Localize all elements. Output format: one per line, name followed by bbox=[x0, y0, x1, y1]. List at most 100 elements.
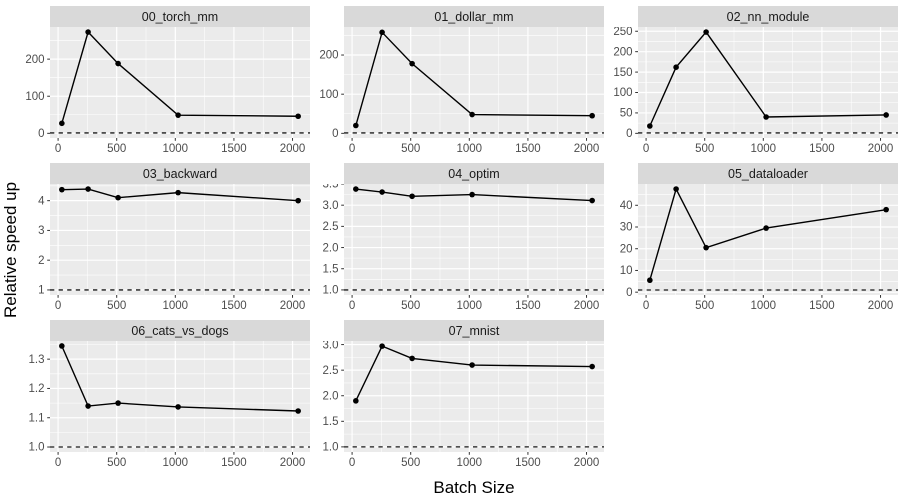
svg-text:3.0: 3.0 bbox=[323, 341, 339, 351]
major-gridlines bbox=[638, 184, 898, 295]
svg-text:1.3: 1.3 bbox=[29, 354, 45, 366]
minor-gridlines bbox=[344, 184, 604, 295]
panel-background bbox=[50, 341, 310, 452]
data-points bbox=[353, 343, 595, 404]
svg-text:2000: 2000 bbox=[574, 143, 600, 155]
x-axis-title: Batch Size bbox=[433, 478, 515, 497]
data-points bbox=[59, 186, 301, 204]
svg-text:50: 50 bbox=[620, 108, 633, 120]
svg-text:100: 100 bbox=[613, 87, 632, 99]
panel-background bbox=[50, 184, 310, 295]
svg-text:40: 40 bbox=[620, 200, 633, 212]
axis-ticks-and-labels: 0 500 1000 1500 2000 1.0 1.1 1.2 1.3 bbox=[29, 354, 306, 469]
svg-text:500: 500 bbox=[401, 457, 420, 469]
svg-text:3.5: 3.5 bbox=[323, 184, 339, 191]
svg-text:250: 250 bbox=[613, 27, 632, 38]
facet-strip: 04_optim bbox=[344, 163, 604, 184]
svg-text:30: 30 bbox=[620, 222, 633, 234]
facet-grid: 00_torch_mm 0 500 1000 1500 2000 0 100 200 01_d… bbox=[16, 6, 898, 477]
facet-plot: 0 500 1000 1500 2000 1 2 3 4 bbox=[38, 184, 310, 312]
svg-text:1.5: 1.5 bbox=[323, 263, 339, 275]
facet-strip-label: 04_optim bbox=[448, 166, 500, 181]
svg-text:1500: 1500 bbox=[515, 143, 541, 155]
svg-text:2000: 2000 bbox=[868, 143, 894, 155]
svg-text:1000: 1000 bbox=[163, 143, 189, 155]
svg-text:2.0: 2.0 bbox=[323, 242, 339, 254]
svg-text:0: 0 bbox=[38, 128, 44, 140]
panel-background bbox=[638, 184, 898, 295]
minor-gridlines bbox=[344, 341, 604, 452]
svg-text:1500: 1500 bbox=[221, 300, 247, 312]
facet-strip: 06_cats_vs_dogs bbox=[50, 320, 310, 341]
svg-text:1500: 1500 bbox=[809, 300, 835, 312]
minor-gridlines bbox=[344, 27, 604, 138]
svg-text:1000: 1000 bbox=[457, 300, 483, 312]
facet-strip-label: 00_torch_mm bbox=[141, 9, 219, 24]
svg-text:500: 500 bbox=[401, 300, 420, 312]
svg-text:1000: 1000 bbox=[457, 457, 483, 469]
panel-background bbox=[344, 184, 604, 295]
svg-text:500: 500 bbox=[695, 300, 714, 312]
svg-text:2000: 2000 bbox=[574, 300, 600, 312]
facet-strip: 05_dataloader bbox=[638, 163, 898, 184]
axis-ticks-and-labels: 0 500 1000 1500 2000 0 10 20 30 40 bbox=[620, 200, 894, 312]
svg-text:1.5: 1.5 bbox=[323, 416, 339, 428]
facet-strip: 01_dollar_mm bbox=[344, 6, 604, 27]
svg-text:1500: 1500 bbox=[515, 457, 541, 469]
svg-text:0: 0 bbox=[626, 287, 632, 299]
panel-background bbox=[50, 27, 310, 138]
facet-strip: 00_torch_mm bbox=[50, 6, 310, 27]
facet-panel: 01_dollar_mm 0 500 1000 1500 2000 0 100 200 bbox=[310, 6, 604, 163]
svg-text:200: 200 bbox=[319, 50, 338, 62]
svg-text:0: 0 bbox=[643, 143, 649, 155]
axis-ticks-and-labels: 0 500 1000 1500 2000 0 100 200 bbox=[319, 50, 599, 155]
svg-text:2.5: 2.5 bbox=[323, 221, 339, 233]
data-points bbox=[59, 29, 301, 127]
major-gridlines bbox=[638, 27, 898, 138]
facet-plot: 0 500 1000 1500 2000 0 50 100 150 200 250 bbox=[613, 27, 898, 155]
facet-plot: 0 500 1000 1500 2000 0 10 20 30 40 bbox=[620, 184, 898, 312]
svg-text:1: 1 bbox=[38, 285, 44, 297]
facet-strip: 03_backward bbox=[50, 163, 310, 184]
svg-text:1.0: 1.0 bbox=[29, 442, 45, 454]
svg-text:500: 500 bbox=[107, 300, 126, 312]
svg-text:1500: 1500 bbox=[221, 143, 247, 155]
facet-panel: 07_mnist 0 500 1000 1500 2000 1.0 1.5 2.0 2.5 3.0 bbox=[310, 320, 604, 477]
axis-ticks-and-labels: 0 500 1000 1500 2000 0 100 200 bbox=[25, 54, 305, 155]
facet-strip-label: 03_backward bbox=[142, 166, 218, 181]
svg-text:1.0: 1.0 bbox=[323, 285, 339, 297]
svg-text:1000: 1000 bbox=[457, 143, 483, 155]
svg-text:3: 3 bbox=[38, 225, 44, 237]
facet-plot: 0 500 1000 1500 2000 1.0 1.1 1.2 1.3 bbox=[29, 341, 310, 469]
facet-plot: 0 500 1000 1500 2000 0 100 200 bbox=[319, 27, 604, 155]
svg-text:2000: 2000 bbox=[280, 300, 306, 312]
facet-panel: 00_torch_mm 0 500 1000 1500 2000 0 100 200 bbox=[16, 6, 310, 163]
svg-text:3.0: 3.0 bbox=[323, 200, 339, 212]
axis-ticks-and-labels: 0 500 1000 1500 2000 1.0 1.5 2.0 2.5 3.0 bbox=[323, 341, 600, 469]
panel-background bbox=[344, 341, 604, 452]
svg-text:1000: 1000 bbox=[163, 457, 189, 469]
data-points bbox=[353, 29, 595, 129]
svg-text:0: 0 bbox=[55, 143, 61, 155]
svg-text:4: 4 bbox=[38, 195, 45, 207]
data-points bbox=[353, 186, 595, 204]
svg-text:500: 500 bbox=[695, 143, 714, 155]
facet-strip-label: 06_cats_vs_dogs bbox=[131, 323, 229, 338]
svg-text:0: 0 bbox=[626, 128, 632, 140]
svg-text:1.0: 1.0 bbox=[323, 442, 339, 454]
facet-plot: 0 500 1000 1500 2000 1.0 1.5 2.0 2.5 3.0 3.5 bbox=[323, 184, 604, 312]
svg-text:1000: 1000 bbox=[751, 300, 777, 312]
facet-panel: 05_dataloader 0 500 1000 1500 2000 0 10 20 30 40 bbox=[604, 163, 898, 320]
svg-text:1000: 1000 bbox=[751, 143, 777, 155]
svg-text:0: 0 bbox=[55, 457, 61, 469]
facet-panel: 02_nn_module 0 500 1000 1500 2000 0 50 100 150 20… bbox=[604, 6, 898, 163]
svg-text:200: 200 bbox=[25, 54, 44, 66]
svg-text:500: 500 bbox=[107, 457, 126, 469]
svg-text:2.5: 2.5 bbox=[323, 365, 339, 377]
svg-text:2000: 2000 bbox=[280, 143, 306, 155]
svg-text:0: 0 bbox=[643, 300, 649, 312]
svg-text:1000: 1000 bbox=[163, 300, 189, 312]
svg-text:0: 0 bbox=[55, 300, 61, 312]
facet-plot: 0 500 1000 1500 2000 1.0 1.5 2.0 2.5 3.0 bbox=[323, 341, 604, 469]
axis-ticks-and-labels: 0 500 1000 1500 2000 1 2 3 4 bbox=[38, 195, 305, 312]
